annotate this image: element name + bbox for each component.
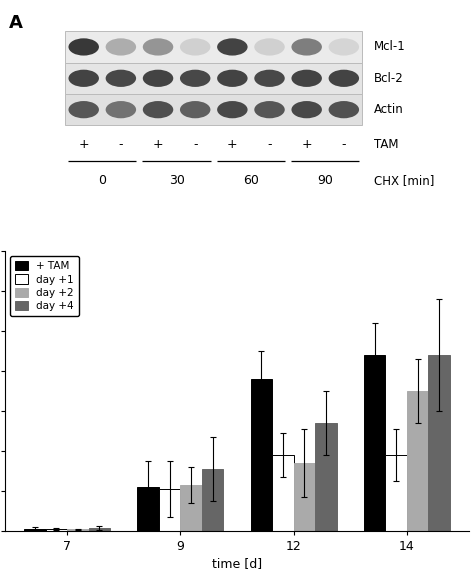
Text: 90: 90 xyxy=(317,174,333,187)
Ellipse shape xyxy=(217,70,247,87)
Text: Bcl-2: Bcl-2 xyxy=(374,72,404,85)
Bar xyxy=(407,391,428,531)
Bar xyxy=(46,529,67,531)
Ellipse shape xyxy=(254,70,285,87)
Ellipse shape xyxy=(106,38,136,55)
X-axis label: time [d]: time [d] xyxy=(212,557,262,570)
Ellipse shape xyxy=(68,38,99,55)
Text: Mcl-1: Mcl-1 xyxy=(374,40,406,54)
Text: +: + xyxy=(301,138,312,152)
Bar xyxy=(137,487,159,531)
Bar xyxy=(180,484,202,531)
Text: -: - xyxy=(267,138,272,152)
Bar xyxy=(159,489,180,531)
Ellipse shape xyxy=(217,101,247,118)
Ellipse shape xyxy=(254,38,285,55)
Legend: + TAM, day +1, day +2, day +4: + TAM, day +1, day +2, day +4 xyxy=(10,256,79,317)
Ellipse shape xyxy=(68,101,99,118)
Bar xyxy=(89,528,110,531)
Text: -: - xyxy=(193,138,198,152)
Ellipse shape xyxy=(106,70,136,87)
Ellipse shape xyxy=(292,101,322,118)
Bar xyxy=(385,455,407,531)
Ellipse shape xyxy=(292,70,322,87)
Bar xyxy=(65,94,363,125)
Text: -: - xyxy=(342,138,346,152)
Text: 60: 60 xyxy=(243,174,259,187)
Bar xyxy=(65,31,363,62)
Ellipse shape xyxy=(143,101,173,118)
Ellipse shape xyxy=(68,70,99,87)
Bar xyxy=(65,62,363,94)
Ellipse shape xyxy=(180,70,210,87)
Text: +: + xyxy=(227,138,237,152)
Bar xyxy=(251,378,272,531)
Bar xyxy=(315,423,337,531)
Ellipse shape xyxy=(143,70,173,87)
Ellipse shape xyxy=(180,38,210,55)
Text: -: - xyxy=(118,138,123,152)
Text: +: + xyxy=(153,138,164,152)
Text: Actin: Actin xyxy=(374,103,404,116)
Ellipse shape xyxy=(292,38,322,55)
Bar xyxy=(294,462,315,531)
Text: TAM: TAM xyxy=(374,138,399,152)
Ellipse shape xyxy=(106,101,136,118)
Ellipse shape xyxy=(328,70,359,87)
Bar xyxy=(67,529,89,531)
Text: +: + xyxy=(78,138,89,152)
Text: A: A xyxy=(9,13,23,31)
Ellipse shape xyxy=(328,38,359,55)
Ellipse shape xyxy=(143,38,173,55)
Ellipse shape xyxy=(254,101,285,118)
Ellipse shape xyxy=(328,101,359,118)
Text: CHX [min]: CHX [min] xyxy=(374,174,434,187)
Bar xyxy=(24,529,46,531)
Ellipse shape xyxy=(217,38,247,55)
Bar xyxy=(272,455,294,531)
Text: 30: 30 xyxy=(169,174,184,187)
Bar xyxy=(202,469,223,531)
Text: 0: 0 xyxy=(98,174,106,187)
Bar xyxy=(364,354,385,531)
Ellipse shape xyxy=(180,101,210,118)
Bar xyxy=(428,354,450,531)
